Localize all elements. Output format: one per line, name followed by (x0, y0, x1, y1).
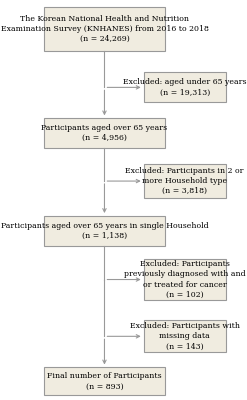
FancyBboxPatch shape (44, 216, 165, 246)
Text: Participants aged over 65 years in single Household
(n = 1,138): Participants aged over 65 years in singl… (1, 222, 208, 240)
FancyBboxPatch shape (44, 368, 165, 395)
FancyBboxPatch shape (144, 72, 226, 102)
Text: Excluded: aged under 65 years
(n = 19,313): Excluded: aged under 65 years (n = 19,31… (123, 78, 247, 96)
Text: Excluded: Participants
previously diagnosed with and
or treated for cancer
(n = : Excluded: Participants previously diagno… (124, 260, 246, 299)
FancyBboxPatch shape (144, 258, 226, 300)
Text: The Korean National Health and Nutrition
Examination Survey (KNHANES) from 2016 : The Korean National Health and Nutrition… (0, 15, 208, 43)
FancyBboxPatch shape (44, 118, 165, 148)
Text: Excluded: Participants with
missing data
(n = 143): Excluded: Participants with missing data… (130, 322, 240, 350)
FancyBboxPatch shape (144, 164, 226, 198)
Text: Participants aged over 65 years
(n = 4,956): Participants aged over 65 years (n = 4,9… (41, 124, 167, 142)
Text: Final number of Participants
(n = 893): Final number of Participants (n = 893) (47, 372, 162, 390)
FancyBboxPatch shape (44, 8, 165, 50)
FancyBboxPatch shape (144, 320, 226, 352)
Text: Excluded: Participants in 2 or
more Household type
(n = 3,818): Excluded: Participants in 2 or more Hous… (125, 167, 244, 195)
